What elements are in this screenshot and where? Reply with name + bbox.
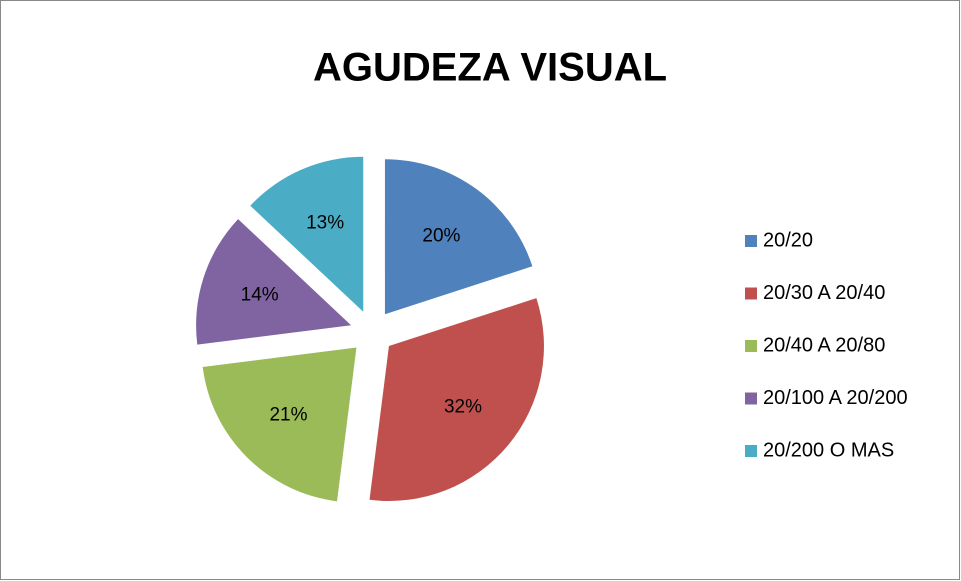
pie-slice [250, 156, 364, 312]
legend-label: 20/30 A 20/40 [763, 282, 885, 304]
chart-title: AGUDEZA VISUAL [313, 46, 667, 90]
slice-label: 21% [269, 405, 307, 426]
legend-label: 20/40 A 20/80 [763, 334, 885, 356]
legend-swatch [745, 340, 757, 352]
pie-slice [384, 159, 533, 315]
legend-swatch [745, 235, 757, 247]
pie-slice [196, 219, 352, 345]
slice-label: 20% [422, 225, 460, 246]
legend-label: 20/200 O MAS [763, 439, 894, 461]
legend-swatch [745, 392, 757, 405]
legend-label: 20/100 A 20/200 [763, 387, 908, 409]
legend-label: 20/20 [763, 229, 813, 251]
legend-swatch [745, 445, 757, 457]
pie-slice [202, 347, 357, 502]
slice-label: 14% [241, 285, 279, 306]
slice-label: 32% [444, 396, 482, 417]
pie-slice [369, 298, 544, 502]
slice-label: 13% [306, 213, 344, 234]
legend-swatch [745, 287, 757, 300]
